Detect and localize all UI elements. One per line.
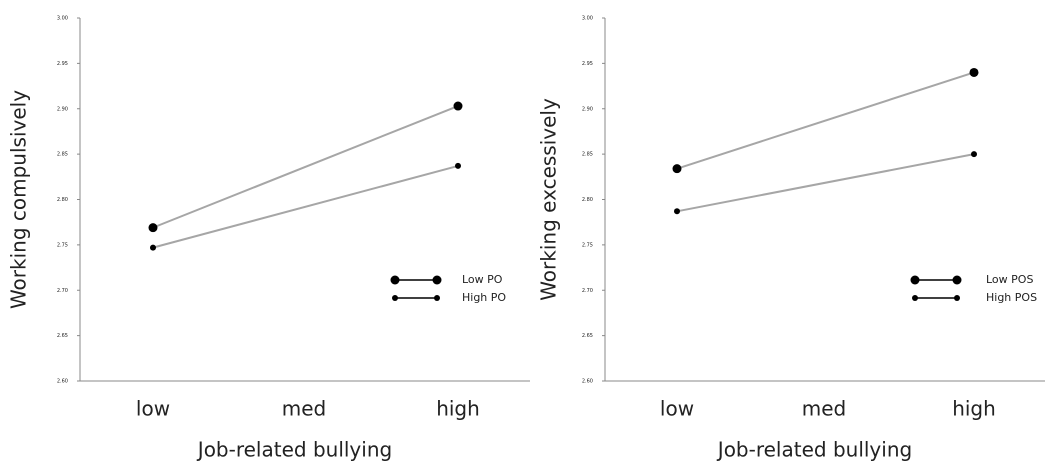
series-line xyxy=(676,153,975,213)
y-tick-label: 2.85 xyxy=(582,152,593,158)
y-tick-label: 2.75 xyxy=(57,242,68,248)
series-line xyxy=(676,71,975,170)
y-tick-label: 2.65 xyxy=(57,333,68,339)
y-tick-label: 2.85 xyxy=(57,152,68,158)
x-axis-title: Job-related bullying xyxy=(196,438,392,462)
y-tick-label: 2.70 xyxy=(57,288,68,294)
legend-marker xyxy=(390,275,400,285)
y-tick-label: 2.95 xyxy=(582,61,593,67)
marker xyxy=(969,67,979,77)
marker xyxy=(672,164,682,174)
y-tick-label: 2.95 xyxy=(57,61,68,67)
y-tick-label: 2.80 xyxy=(57,197,68,203)
series-line xyxy=(152,164,459,249)
y-axis-title: Working compulsively xyxy=(7,90,31,309)
x-tick-label: med xyxy=(802,397,846,421)
y-tick-label: 2.60 xyxy=(57,379,68,385)
marker xyxy=(674,208,680,215)
y-axis-title: Working excessively xyxy=(537,98,561,301)
legend-label: Low POS xyxy=(986,273,1033,286)
x-tick-label: high xyxy=(436,397,480,421)
legend-marker xyxy=(392,295,398,301)
marker xyxy=(148,223,158,233)
y-tick-label: 2.65 xyxy=(582,333,593,339)
y-tick-label: 2.70 xyxy=(582,288,593,294)
series-line xyxy=(152,105,459,229)
y-tick-label: 2.75 xyxy=(582,242,593,248)
x-tick-label: low xyxy=(660,397,694,421)
legend-label: High PO xyxy=(462,291,506,304)
marker xyxy=(971,151,977,158)
y-tick-label: 3.00 xyxy=(582,16,593,22)
legend-marker xyxy=(952,275,962,285)
legend-marker xyxy=(912,295,918,301)
marker xyxy=(453,101,463,111)
x-tick-label: low xyxy=(136,397,170,421)
legend-marker xyxy=(910,275,920,285)
y-tick-label: 2.60 xyxy=(582,379,593,385)
legend-marker xyxy=(954,295,960,301)
x-axis-title: Job-related bullying xyxy=(716,438,912,462)
y-tick-label: 2.90 xyxy=(57,106,68,112)
y-tick-label: 2.80 xyxy=(582,197,593,203)
legend-marker xyxy=(432,275,442,285)
legend-label: High POS xyxy=(986,291,1037,304)
legend-label: Low PO xyxy=(462,273,503,286)
y-tick-label: 3.00 xyxy=(57,16,68,22)
marker xyxy=(455,162,461,169)
y-tick-label: 2.90 xyxy=(582,106,593,112)
x-tick-label: med xyxy=(282,397,326,421)
marker xyxy=(150,244,156,251)
legend-marker xyxy=(434,295,440,301)
x-tick-label: high xyxy=(952,397,996,421)
